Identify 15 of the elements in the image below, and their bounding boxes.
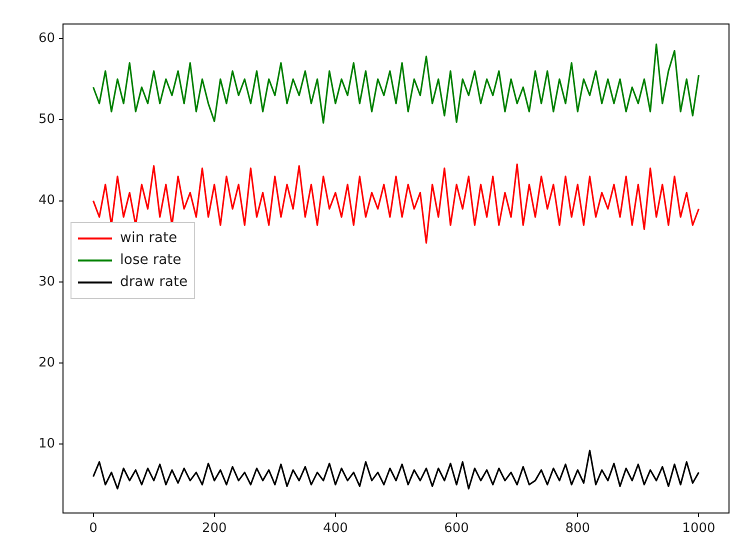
x-tick-label: 200 (202, 521, 227, 536)
y-tick-label: 10 (38, 436, 55, 452)
x-tick-label: 1000 (682, 521, 716, 536)
y-tick-label: 20 (38, 355, 55, 370)
x-tick-label: 0 (89, 521, 98, 536)
legend-label: lose rate (120, 252, 182, 268)
y-tick-label: 60 (38, 30, 55, 46)
x-tick-label: 600 (444, 521, 469, 536)
y-tick-label: 50 (38, 112, 55, 128)
y-tick-label: 30 (38, 274, 55, 290)
x-tick-label: 400 (323, 521, 348, 536)
legend-label: win rate (120, 230, 178, 246)
x-tick-label: 800 (565, 521, 590, 536)
legend-label: draw rate (120, 274, 188, 290)
y-tick-label: 40 (38, 193, 55, 208)
